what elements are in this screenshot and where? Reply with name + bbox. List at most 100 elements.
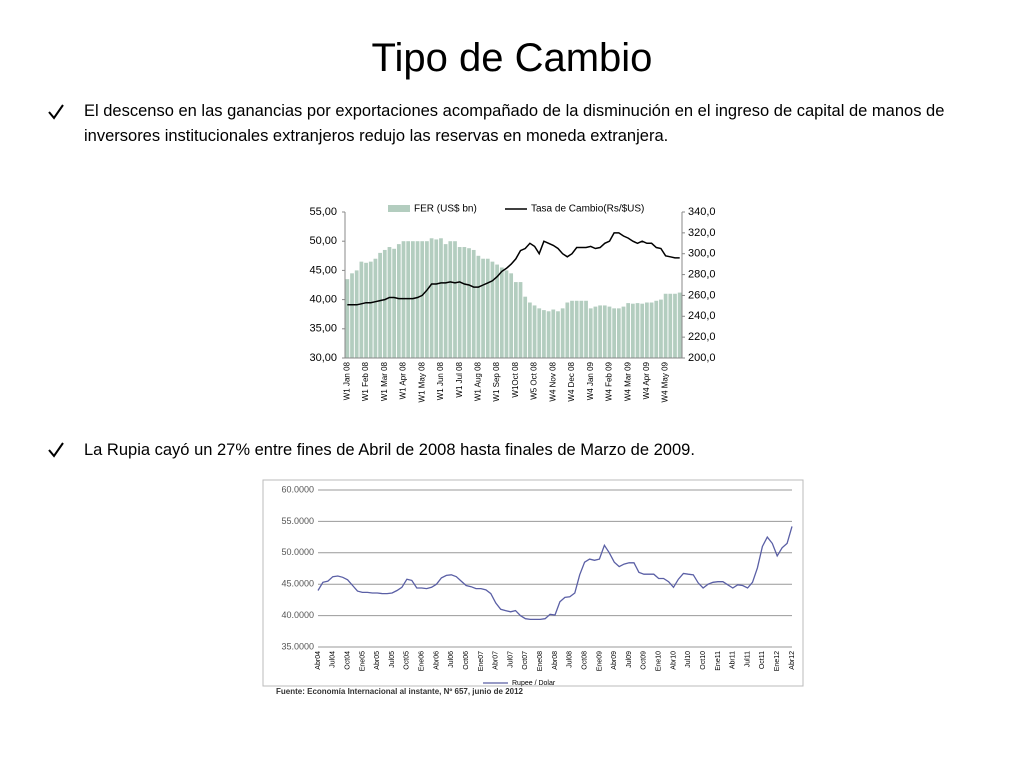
slide-title: Tipo de Cambio xyxy=(371,36,653,80)
x-tick-label: W4 Apr 09 xyxy=(642,361,651,399)
bar xyxy=(546,311,551,358)
source-note: Fuente: Economía Internacional al instan… xyxy=(276,687,524,696)
y2-tick-label: 260,0 xyxy=(688,289,716,301)
bar xyxy=(481,258,485,358)
line xyxy=(317,526,793,621)
y-tick-label: 55.0000 xyxy=(281,516,314,526)
bar xyxy=(378,252,382,358)
bar xyxy=(457,247,462,358)
x-tick-label: W1Oct 08 xyxy=(511,361,520,397)
y-tick-label: 45,00 xyxy=(309,264,337,276)
bar xyxy=(509,273,514,358)
bar xyxy=(556,311,560,358)
x-tick-label: Ene05 xyxy=(359,651,366,671)
x-tick-label: Oct11 xyxy=(759,651,766,669)
bar xyxy=(453,241,457,358)
x-tick-label: Abr09 xyxy=(611,651,618,670)
x-tick-label: Abr05 xyxy=(374,651,381,670)
x-tick-label: W4 Nov 08 xyxy=(548,361,557,401)
y2-tick-label: 200,0 xyxy=(688,352,716,364)
bar xyxy=(598,305,602,358)
bar xyxy=(668,293,673,358)
bar xyxy=(345,279,350,358)
bar xyxy=(663,293,668,358)
x-tick-label: Oct07 xyxy=(522,651,529,670)
x-tick-label: Oct06 xyxy=(463,651,470,670)
bar xyxy=(425,241,429,358)
x-tick-label: Oct10 xyxy=(700,651,707,670)
x-tick-label: Jul07 xyxy=(507,651,514,668)
bar xyxy=(382,249,387,358)
x-tick-label: Jul05 xyxy=(389,651,396,668)
y-tick-label: 50.0000 xyxy=(281,547,314,557)
bar xyxy=(448,241,453,358)
bar xyxy=(588,308,593,358)
bar xyxy=(504,270,509,358)
x-tick-label: W1 Mar 08 xyxy=(380,361,389,401)
x-tick-label: Oct05 xyxy=(404,651,411,670)
x-tick-label: W4 Dec 08 xyxy=(567,361,576,401)
y-tick-label: 40,00 xyxy=(309,294,337,306)
check-icon xyxy=(48,104,64,120)
x-tick-label: W5 Oct 08 xyxy=(530,361,539,399)
bar xyxy=(495,264,499,358)
x-tick-label: W1 Sep 08 xyxy=(492,361,501,401)
y-tick-label: 60.0000 xyxy=(281,484,314,494)
x-tick-label: Jul08 xyxy=(567,651,574,668)
x-tick-label: Ene09 xyxy=(596,651,603,671)
bar xyxy=(406,241,411,358)
y2-tick-label: 220,0 xyxy=(688,331,716,343)
y2-tick-label: 320,0 xyxy=(688,227,716,239)
bar xyxy=(401,241,406,358)
bar xyxy=(537,308,542,358)
bar xyxy=(649,302,654,358)
x-tick-label: Ene11 xyxy=(715,651,722,671)
check-icon xyxy=(48,442,64,458)
bullet-text: La Rupia cayó un 27% entre fines de Abri… xyxy=(84,441,695,459)
x-tick-label: Abr08 xyxy=(552,651,559,670)
bar xyxy=(499,267,504,358)
bar xyxy=(373,258,378,358)
x-tick-label: Ene07 xyxy=(478,651,485,671)
bar xyxy=(645,302,649,358)
bar xyxy=(359,261,364,358)
bar xyxy=(654,300,659,358)
bar xyxy=(471,249,476,358)
bar xyxy=(673,293,677,358)
x-tick-label: Oct04 xyxy=(344,651,351,670)
bar xyxy=(513,282,518,358)
bar xyxy=(630,303,635,358)
x-tick-label: Oct09 xyxy=(641,651,648,670)
bar xyxy=(626,303,631,358)
x-tick-label: W4 Feb 09 xyxy=(605,361,614,401)
x-tick-label: W1 Jan 08 xyxy=(342,361,351,400)
bar xyxy=(584,300,588,358)
y-tick-label: 45.0000 xyxy=(281,579,314,589)
bar xyxy=(635,303,640,358)
bar xyxy=(387,247,392,358)
bar xyxy=(350,273,354,358)
bar xyxy=(542,310,546,358)
y-tick-label: 30,00 xyxy=(309,352,337,364)
bar xyxy=(392,248,397,358)
x-tick-label: W1 May 08 xyxy=(417,361,426,402)
x-tick-label: W1 Jul 08 xyxy=(455,361,464,397)
x-tick-label: W1 Aug 08 xyxy=(474,361,483,401)
x-tick-label: W4 Mar 09 xyxy=(623,361,632,401)
bar xyxy=(579,300,584,358)
line xyxy=(347,232,680,306)
y-tick-label: 40.0000 xyxy=(281,610,314,620)
bar xyxy=(621,306,626,358)
bar xyxy=(659,299,663,358)
bar xyxy=(396,244,401,358)
x-tick-label: Jul04 xyxy=(330,651,337,668)
bar xyxy=(443,244,448,358)
bar xyxy=(467,248,471,358)
x-tick-label: Jul06 xyxy=(448,651,455,668)
x-tick-label: W1 Jun 08 xyxy=(436,361,445,400)
x-tick-label: W4 May 09 xyxy=(661,361,670,402)
y-tick-label: 55,00 xyxy=(309,206,337,218)
y2-tick-label: 340,0 xyxy=(688,206,716,218)
